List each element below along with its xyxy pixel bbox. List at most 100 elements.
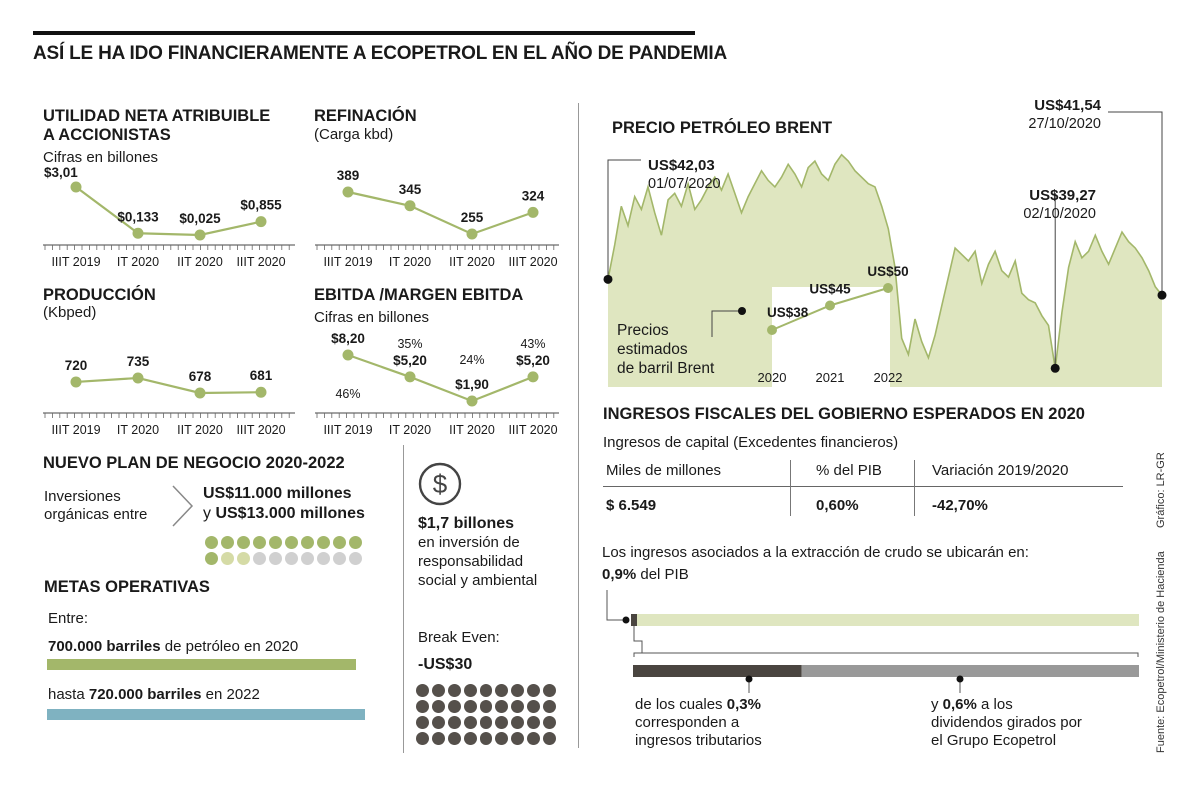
- annotation-date: 27/10/2020: [1028, 116, 1101, 132]
- data-label: 345: [399, 182, 422, 197]
- produccion-title: PRODUCCIÓN: [43, 286, 156, 304]
- margin-label: 43%: [520, 337, 545, 351]
- tributarios-line-3: ingresos tributarios: [635, 732, 762, 749]
- data-label: 720: [65, 358, 88, 373]
- social-investment-line-2: responsabilidad: [418, 553, 524, 570]
- break-even-dot: [543, 684, 557, 697]
- margin-label: 35%: [397, 337, 422, 351]
- produccion-chart: 720 IIIT 2019 735 IT 2020 678 IIT 2020 681 IIIT…: [43, 354, 295, 437]
- page-title: ASÍ LE HA IDO FINANCIERAMENTE A ECOPETRO…: [33, 43, 727, 64]
- data-label: $8,20: [331, 332, 365, 346]
- break-even-dot-row: [416, 716, 557, 729]
- data-point: [404, 200, 416, 212]
- annotation-point: [1157, 290, 1167, 300]
- data-label: 389: [337, 168, 360, 183]
- category-label: IT 2020: [389, 255, 431, 269]
- meta-2022-bar: [47, 709, 365, 720]
- refinacion-subtitle: (Carga kbd): [314, 126, 394, 143]
- break-even-dot: [511, 732, 525, 745]
- utilidad-title: UTILIDAD NETA ATRIBUIBLE A ACCIONISTAS: [43, 107, 283, 145]
- refinacion-chart: 389 IIIT 2019 345 IT 2020 255 IIT 2020 324 IIIT…: [315, 168, 559, 269]
- break-even-dot: [479, 716, 493, 729]
- meta-2022-pre: hasta: [48, 686, 89, 703]
- investment-dot: [253, 536, 266, 549]
- investment-dots-row-1: [205, 536, 362, 549]
- dividendos-bold: 0,6%: [942, 696, 977, 713]
- inset-value-label: US$45: [809, 282, 851, 297]
- ebitda-chart: $8,20 IIIT 2019 $5,20 IT 2020 $1,90 IIT 2020 $…: [315, 332, 559, 437]
- annotation-point: [603, 274, 613, 284]
- tributarios-line-2: corresponden a: [635, 714, 740, 731]
- data-point: [194, 387, 206, 399]
- investment-dot: [301, 536, 314, 549]
- break-even-dot: [416, 732, 429, 745]
- break-even-dot: [527, 700, 541, 713]
- fiscal-header-pib: % del PIB: [816, 462, 882, 479]
- break-even-dot: [416, 700, 429, 713]
- break-even-dot: [495, 732, 509, 745]
- investment-dot: [269, 552, 282, 565]
- category-label: IIT 2020: [177, 255, 223, 269]
- inset-year-label: 2020: [758, 370, 787, 385]
- crudo-pib-bold: 0,9%: [602, 566, 637, 583]
- break-even-dot: [416, 716, 429, 729]
- pib-bar: [637, 614, 1139, 626]
- inset-caption: estimados: [617, 341, 688, 358]
- fiscal-value-miles: $ 6.549: [606, 497, 657, 514]
- credits: Gráfico: LR-GR: [1151, 452, 1171, 529]
- plan-title: NUEVO PLAN DE NEGOCIO 2020-2022: [43, 454, 345, 472]
- credits-source: Fuente: Ecopetrol/Ministerio de Hacienda: [1151, 551, 1171, 754]
- dividendos-bar: [801, 665, 1139, 677]
- data-point: [194, 229, 206, 241]
- category-label: IT 2020: [117, 255, 159, 269]
- dividendos-line-3: el Grupo Ecopetrol: [931, 732, 1057, 749]
- utilidad-title-text: UTILIDAD NETA ATRIBUIBLE A ACCIONISTAS: [43, 107, 271, 144]
- fiscal-title: INGRESOS FISCALES DEL GOBIERNO ESPERADOS…: [603, 405, 1085, 423]
- annotation-point: [1050, 363, 1060, 373]
- utilidad-chart: $3,01 IIIT 2019 $0,133 IT 2020 $0,025 IIT 202…: [43, 165, 295, 269]
- category-label: IIT 2020: [449, 423, 495, 437]
- inset-point: [883, 283, 893, 293]
- metas-entre: Entre:: [48, 610, 89, 627]
- series-line: [347, 190, 534, 236]
- investment-dot: [349, 552, 362, 565]
- break-even-dot: [543, 732, 557, 745]
- data-label: $0,025: [179, 211, 221, 226]
- crudo-marker: [622, 616, 630, 624]
- fiscal-col-divider-1: [790, 460, 791, 516]
- social-investment: $1,7 billones en inversión de responsabi…: [418, 514, 537, 590]
- data-point: [527, 371, 539, 383]
- fiscal-col-divider-2: [914, 460, 915, 516]
- break-even-dot: [431, 716, 445, 729]
- category-label: IIIT 2020: [508, 423, 557, 437]
- investment-range-2-prefix: y: [203, 505, 216, 522]
- tributarios-line-1: de los cuales 0,3%: [635, 696, 762, 714]
- investment-dot: [333, 536, 346, 549]
- brent-line: [607, 153, 1163, 369]
- annotation-date: 02/10/2020: [1023, 206, 1096, 222]
- inset-leader-dot: [738, 307, 746, 315]
- investment-dot: [237, 552, 250, 565]
- margin-label: 24%: [459, 353, 484, 367]
- investment-dot: [221, 536, 234, 549]
- dividendos-line-1: y 0,6% a los: [931, 696, 1082, 714]
- inset-caption: de barril Brent: [617, 360, 715, 377]
- fiscal-header-miles: Miles de millones: [606, 462, 722, 479]
- brent-title: PRECIO PETRÓLEO BRENT: [612, 119, 833, 137]
- investment-dot: [269, 536, 282, 549]
- meta-2020-rest: de petróleo en 2020: [160, 638, 299, 655]
- break-even-dot: [543, 700, 557, 713]
- data-point: [132, 372, 144, 384]
- data-label: 255: [461, 210, 484, 225]
- crudo-pib-rest: del PIB: [636, 566, 689, 583]
- break-even-dot-row: [416, 732, 557, 745]
- investment-dot: [285, 536, 298, 549]
- break-even-label: Break Even:: [418, 629, 500, 646]
- category-label: IIIT 2019: [323, 423, 372, 437]
- brent-area: [608, 154, 1162, 387]
- investment-dot: [205, 552, 218, 565]
- crudo-share-bar: [631, 614, 637, 626]
- break-even-dot: [527, 732, 541, 745]
- break-even-dot: [431, 732, 445, 745]
- data-point: [70, 376, 82, 388]
